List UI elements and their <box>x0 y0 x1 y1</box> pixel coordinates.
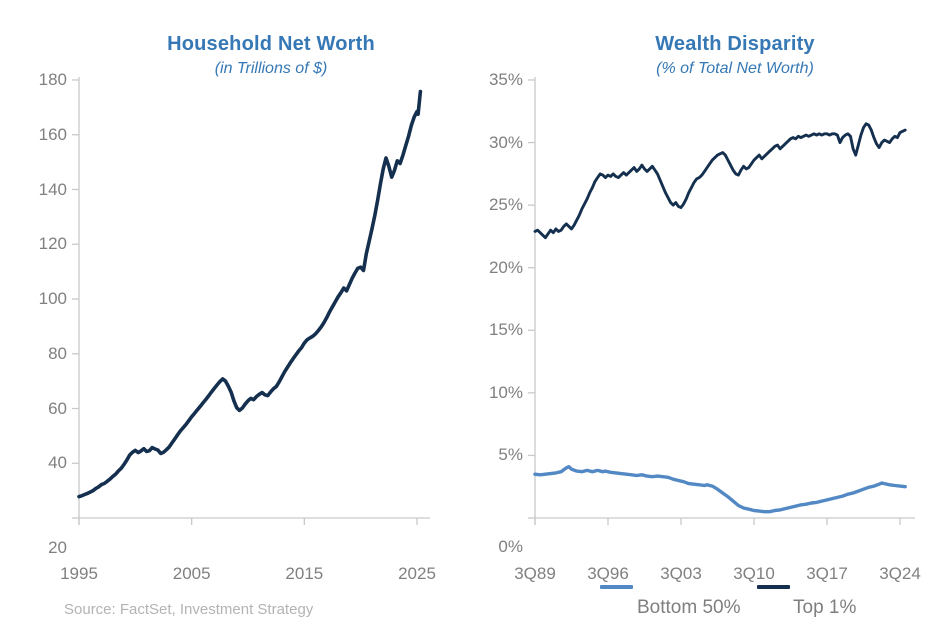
bottom-50--line <box>533 465 907 514</box>
left-chart-title: Household Net Worth <box>167 33 375 55</box>
y-tick-label: 180 <box>38 70 67 89</box>
y-tick-label: 140 <box>38 179 67 199</box>
top-1--line <box>533 122 907 240</box>
household-net-worth-line <box>77 89 423 499</box>
x-tick-label: 3Q89 <box>514 564 556 583</box>
y-tick-label: 30% <box>488 132 523 152</box>
x-tick-label: 3Q10 <box>733 564 775 583</box>
y-tick-label: 120 <box>38 234 67 254</box>
source-note: Source: FactSet, Investment Strategy <box>64 601 314 618</box>
x-tick-label: 2015 <box>285 564 324 583</box>
legend-label-bottom-50: Bottom 50% <box>637 597 741 618</box>
right-chart-title: Wealth Disparity <box>655 33 815 55</box>
x-tick-label: 2025 <box>398 564 436 583</box>
y-tick-label: 5% <box>498 445 523 465</box>
y-tick-label: 100 <box>38 289 67 308</box>
y-tick-label: 10% <box>488 382 523 402</box>
y-tick-label: 0% <box>498 537 523 556</box>
x-tick-label: 2005 <box>172 564 211 583</box>
y-tick-label: 160 <box>38 124 67 144</box>
left-chart-subtitle: (in Trillions of $) <box>214 60 328 77</box>
y-tick-label: 20 <box>48 538 67 557</box>
y-tick-label: 15% <box>488 320 523 340</box>
y-tick-label: 60 <box>48 398 67 418</box>
x-tick-label: 3Q03 <box>660 564 702 583</box>
y-tick-label: 25% <box>488 195 523 215</box>
y-tick-label: 35% <box>488 70 523 89</box>
right-chart-subtitle: (% of Total Net Worth) <box>656 60 814 77</box>
legend-line-swatch-top-1 <box>757 585 790 589</box>
legend-line-swatch-bottom-50 <box>600 585 633 589</box>
y-tick-label: 40 <box>48 453 67 473</box>
x-tick-label: 3Q17 <box>806 564 848 583</box>
x-tick-label: 3Q96 <box>587 564 629 583</box>
y-tick-label: 20% <box>488 257 523 277</box>
legend-label-top-1: Top 1% <box>793 597 857 618</box>
x-tick-label: 3Q24 <box>879 564 921 583</box>
x-tick-label: 1995 <box>60 564 98 583</box>
y-tick-label: 80 <box>48 343 67 363</box>
